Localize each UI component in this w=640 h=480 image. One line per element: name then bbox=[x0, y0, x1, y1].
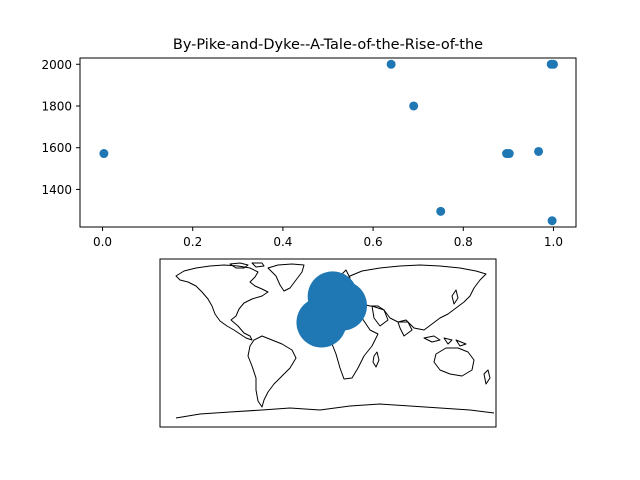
scatter-point bbox=[99, 149, 109, 159]
scatter-chart: By-Pike-and-Dyke--A-Tale-of-the-Rise-of-… bbox=[41, 37, 577, 249]
x-tick-label: 0.0 bbox=[93, 235, 112, 249]
coastline-south-america bbox=[247, 335, 297, 408]
x-axis: 0.0 0.2 0.4 0.6 0.8 1.0 bbox=[93, 227, 563, 249]
coastline-antarctica bbox=[175, 403, 495, 419]
coastline-madagascar bbox=[372, 351, 380, 368]
coastline-new-zealand bbox=[483, 369, 491, 385]
map-frame bbox=[159, 258, 497, 428]
chart-title: By-Pike-and-Dyke--A-Tale-of-the-Rise-of-… bbox=[173, 37, 483, 53]
coastline-north-america bbox=[175, 264, 269, 341]
scatter-point bbox=[504, 149, 514, 159]
map-marker bbox=[307, 271, 358, 322]
x-tick-label: 1.0 bbox=[544, 235, 563, 249]
coastline-indonesia bbox=[423, 335, 467, 347]
scatter-point bbox=[547, 216, 557, 226]
scatter-plot-frame bbox=[79, 57, 577, 228]
scatter-point bbox=[436, 206, 446, 216]
coastline-japan bbox=[451, 289, 459, 305]
coastline-australia bbox=[433, 347, 475, 377]
scatter-point bbox=[534, 146, 544, 156]
x-tick-label: 0.6 bbox=[364, 235, 383, 249]
x-tick-label: 0.4 bbox=[273, 235, 292, 249]
coastline-arctic-islands bbox=[229, 262, 265, 269]
map-markers bbox=[296, 271, 367, 348]
y-tick-label: 1400 bbox=[41, 183, 72, 197]
scatter-point bbox=[386, 59, 396, 69]
scatter-points bbox=[99, 59, 558, 226]
y-axis: 1400 1600 1800 2000 bbox=[41, 58, 80, 197]
scatter-point bbox=[409, 101, 419, 111]
coastline-greenland bbox=[267, 263, 305, 292]
x-tick-label: 0.8 bbox=[454, 235, 473, 249]
y-tick-label: 2000 bbox=[41, 58, 72, 72]
scatter-point bbox=[548, 59, 558, 69]
y-tick-label: 1600 bbox=[41, 141, 72, 155]
x-tick-label: 0.2 bbox=[183, 235, 202, 249]
world-map bbox=[159, 258, 497, 428]
coastline-arabia-india bbox=[371, 305, 413, 337]
y-tick-label: 1800 bbox=[41, 99, 72, 113]
